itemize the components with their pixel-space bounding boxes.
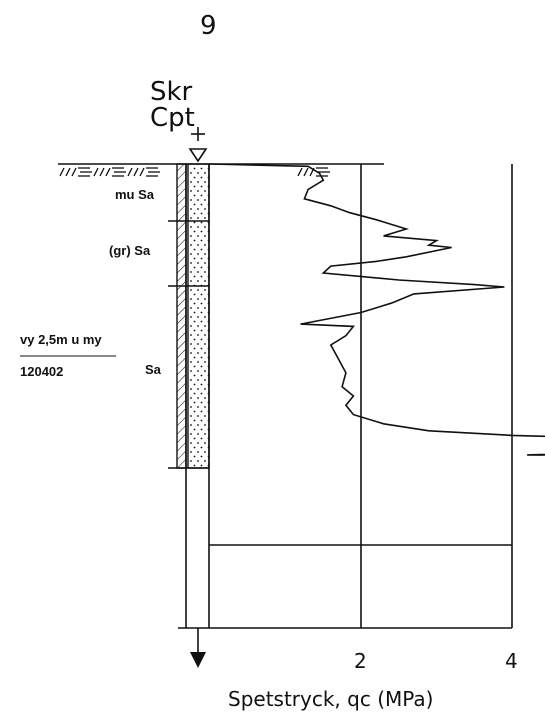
bottom-arrow-icon [190,628,206,668]
ground-hatch-left [59,167,160,177]
start-marker-icon [188,127,208,163]
groundwater-date: 120402 [20,364,63,379]
cpt-trace-line [209,163,545,456]
tick-label-4: 4 [505,649,518,673]
soil-label-gr-sa: (gr) Sa [109,243,151,258]
soil-column [176,163,210,628]
method-line-1: Skr [150,77,193,107]
tick-label-2: 2 [354,649,367,673]
axis-ticks: 2468 [354,649,518,673]
groundwater-level: vy 2,5m u my [20,332,102,347]
soil-label-mu-sa: mu Sa [115,187,155,202]
axis-title: Spetstryck, qc (MPa) [228,687,433,711]
chart-gridlines [360,164,513,628]
method-line-2: Cpt [150,103,195,133]
soil-label-sa: Sa [145,362,162,377]
hole-id: 9 [200,11,217,41]
ground-hatch-right [297,167,330,177]
